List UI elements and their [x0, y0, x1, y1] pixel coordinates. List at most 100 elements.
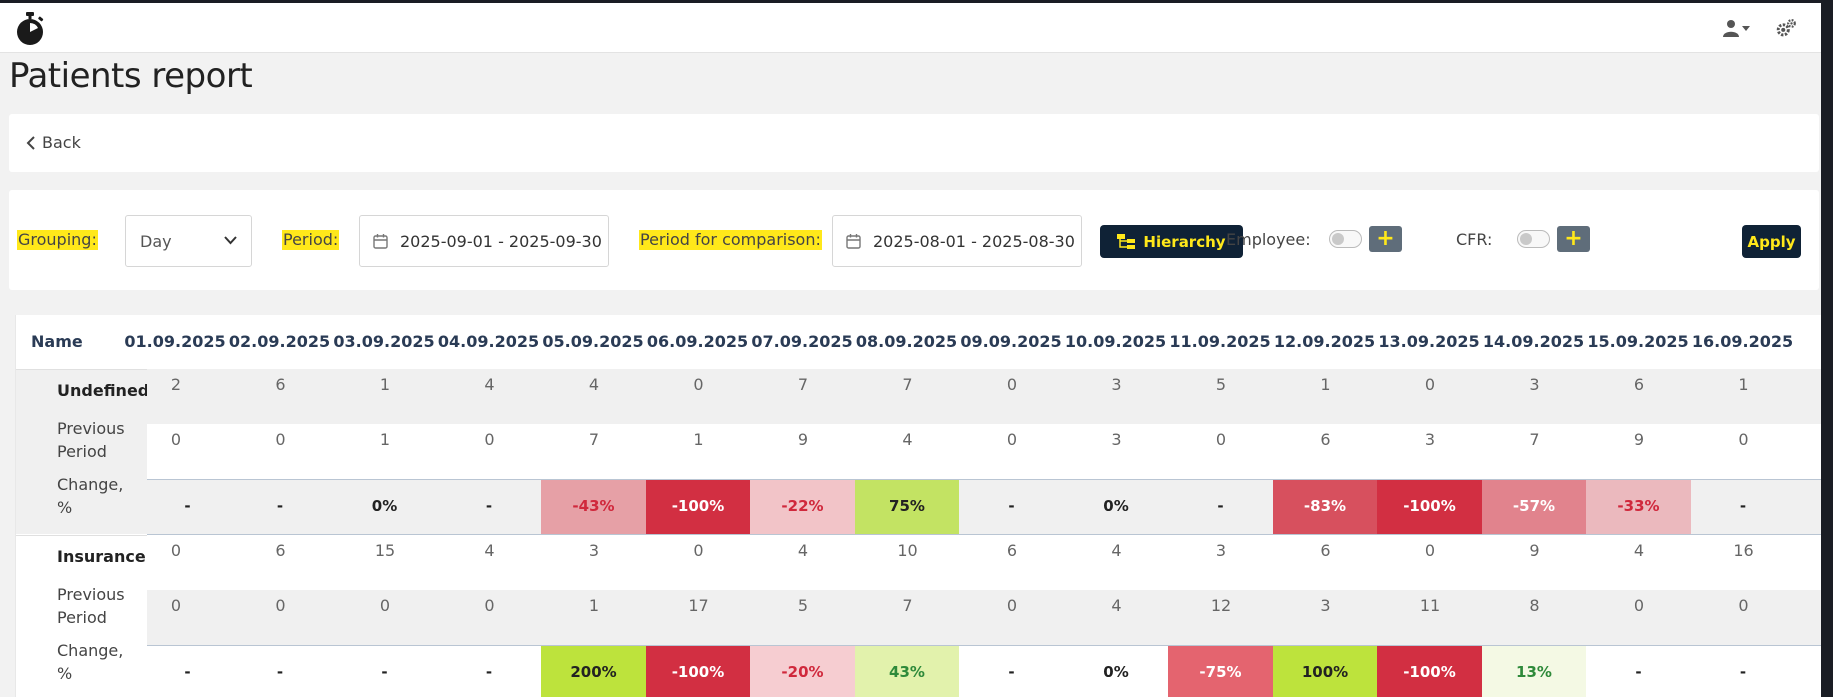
date-column-header: 01.09.2025 [124, 332, 226, 351]
previous-value-cell: 0 [170, 596, 182, 615]
toggle-knob [1520, 233, 1532, 245]
date-column-header: 05.09.2025 [542, 332, 644, 351]
date-column-header: 06.09.2025 [646, 332, 749, 351]
previous-value-cell: 17 [688, 596, 709, 615]
previous-value-cell: 7 [588, 430, 600, 449]
previous-value-cell: 1 [588, 596, 600, 615]
value-cell: 2 [170, 375, 182, 394]
back-link[interactable]: Back [26, 133, 81, 152]
value-cell: 6 [275, 375, 286, 394]
page-title: Patients report [9, 56, 253, 96]
change-cell: -75% [1168, 645, 1273, 697]
date-column-header: 07.09.2025 [751, 332, 853, 351]
change-cell: 0% [332, 479, 437, 534]
previous-value-cell: 7 [1529, 430, 1540, 449]
value-cell: 0 [1424, 541, 1436, 560]
window-frame-right [1821, 0, 1833, 697]
value-cell: 0 [693, 541, 704, 560]
period-date-input[interactable]: 2025-09-01 - 2025-09-30 [359, 215, 609, 267]
previous-period-label: Previous Period [57, 419, 125, 461]
previous-value-cell: 0 [275, 596, 286, 615]
previous-value-cell: 7 [902, 596, 913, 615]
previous-value-cell: 0 [1738, 430, 1749, 449]
change-cell: 0% [1063, 645, 1169, 697]
value-cell: 4 [1633, 541, 1645, 560]
value-cell: 4 [484, 375, 495, 394]
value-cell: 7 [797, 375, 809, 394]
value-cell: 4 [797, 541, 809, 560]
change-cell: 43% [854, 645, 960, 697]
report-table: Name 01.09.2025 02.09.2025 03.09.2025 04.09… [15, 315, 1821, 697]
table-header-row: Name 01.09.2025 02.09.2025 03.09.2025 04.09… [16, 315, 1821, 369]
change-cell: - [147, 645, 228, 697]
value-cell: 3 [1111, 375, 1122, 394]
apply-button[interactable]: Apply [1742, 225, 1801, 258]
toggle-knob [1332, 233, 1344, 245]
value-cell: 3 [1529, 375, 1540, 394]
date-column-header: 14.09.2025 [1482, 332, 1585, 351]
employee-add-button[interactable]: + [1369, 226, 1402, 252]
table-row [147, 424, 1821, 479]
change-cell: - [227, 645, 333, 697]
stopwatch-icon[interactable] [14, 12, 46, 46]
filter-panel: Grouping: Day Period: 2025-09-01 - 2025-… [9, 190, 1819, 290]
value-cell: 0 [170, 541, 182, 560]
previous-value-cell: 3 [1320, 596, 1331, 615]
period-value: 2025-09-01 - 2025-09-30 [400, 231, 602, 251]
previous-value-cell: 0 [1006, 596, 1018, 615]
change-cell: -100% [1377, 645, 1482, 697]
change-cell: 200% [541, 645, 646, 697]
user-icon [1723, 20, 1739, 37]
previous-value-cell: 3 [1111, 430, 1122, 449]
group-name-cell [16, 369, 147, 534]
previous-value-cell: 0 [1633, 596, 1645, 615]
hierarchy-button[interactable]: Hierarchy [1100, 225, 1243, 258]
date-column-header: 16.09.2025 [1691, 332, 1794, 351]
previous-value-cell: 9 [1633, 430, 1645, 449]
comparison-date-input[interactable]: 2025-08-01 - 2025-08-30 [832, 215, 1082, 267]
value-cell: 7 [902, 375, 913, 394]
date-column-header: 02.09.2025 [228, 332, 331, 351]
grouping-select[interactable]: Day [125, 215, 252, 267]
change-cell: 0% [1063, 479, 1169, 534]
change-cell: - [959, 479, 1064, 534]
date-column-header: 03.09.2025 [333, 332, 435, 351]
grouping-label: Grouping: [17, 230, 98, 250]
change-cell: -57% [1481, 479, 1587, 534]
previous-value-cell: 6 [1320, 430, 1331, 449]
date-column-header: 04.09.2025 [437, 332, 540, 351]
previous-value-cell: 0 [1738, 596, 1749, 615]
user-menu-button[interactable] [1722, 17, 1752, 39]
cfr-toggle[interactable] [1517, 230, 1550, 248]
cfr-add-button[interactable]: + [1557, 226, 1590, 252]
change-cell: -43% [541, 479, 646, 534]
row-divider [147, 479, 1821, 480]
date-column-header: 15.09.2025 [1587, 332, 1689, 351]
period-label: Period: [282, 230, 340, 250]
grouping-value: Day [140, 231, 172, 251]
value-cell: 0 [1424, 375, 1436, 394]
comparison-label: Period for comparison: [639, 230, 822, 250]
previous-value-cell: 0 [484, 596, 495, 615]
calendar-icon [373, 234, 388, 249]
caret-down-icon [1742, 25, 1750, 31]
date-column-header: 09.09.2025 [960, 332, 1062, 351]
change-cell: - [227, 479, 333, 534]
previous-value-cell: 1 [379, 430, 391, 449]
value-cell: 4 [1111, 541, 1122, 560]
previous-value-cell: 8 [1529, 596, 1540, 615]
hierarchy-icon [1117, 234, 1136, 249]
change-cell: - [1690, 479, 1796, 534]
value-cell: 3 [588, 541, 600, 560]
chevron-left-icon [26, 135, 35, 150]
gears-icon[interactable] [1775, 17, 1799, 41]
change-cell: - [1168, 479, 1273, 534]
change-cell: -100% [645, 645, 751, 697]
change-percent-label: Change, % [57, 641, 124, 683]
value-cell: 6 [275, 541, 286, 560]
change-cell: -22% [750, 479, 855, 534]
change-cell: 100% [1272, 645, 1378, 697]
change-cell: -100% [1377, 479, 1482, 534]
employee-toggle[interactable] [1329, 230, 1362, 248]
table-row [147, 590, 1821, 645]
